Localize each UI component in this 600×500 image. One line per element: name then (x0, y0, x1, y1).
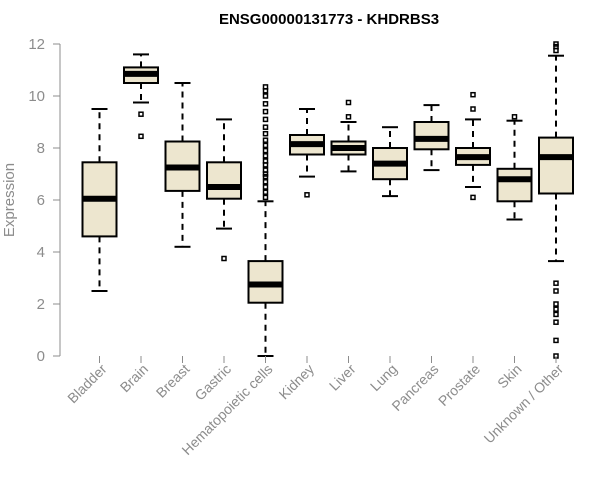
outlier-point (262, 147, 269, 154)
x-tick-label: Breast (153, 361, 193, 401)
outlier-point (511, 114, 518, 120)
boxes-group (81, 41, 574, 359)
x-tick-label: Liver (326, 361, 359, 394)
outlier-point (262, 167, 269, 173)
box-kidney (289, 108, 325, 198)
outlier-point (304, 192, 310, 198)
x-tick-label: Prostate (435, 361, 483, 409)
iqr-box (413, 121, 450, 151)
box-bladder (81, 108, 118, 292)
outlier-point (470, 194, 476, 201)
box-liver (330, 99, 367, 173)
iqr-box (206, 161, 242, 200)
outlier-point (553, 306, 559, 312)
outlier-point (262, 84, 269, 90)
outlier-point (553, 288, 559, 294)
outlier-point (470, 106, 476, 112)
outlier-point (262, 184, 269, 190)
y-tick-label: 12 (28, 36, 45, 53)
x-tick-label: Bladder (64, 361, 110, 407)
outlier-point (262, 153, 269, 159)
outlier-point (262, 194, 269, 201)
outlier-point (221, 255, 227, 262)
outlier-point (262, 108, 269, 115)
y-tick-label: 2 (37, 296, 45, 313)
y-tick-label: 10 (28, 88, 45, 105)
outlier-point (345, 114, 352, 120)
outlier-point (262, 189, 269, 195)
outlier-point (553, 337, 559, 344)
outlier-point (262, 142, 269, 149)
outlier-point (553, 41, 559, 47)
outlier-point (138, 133, 144, 140)
box-skin (496, 114, 533, 221)
box-hematopoietic-cells (247, 84, 284, 357)
box-unknown-other (538, 41, 574, 359)
box-gastric (206, 118, 242, 262)
outlier-point (262, 101, 269, 107)
iqr-box (496, 167, 533, 203)
outlier-point (470, 91, 476, 98)
outlier-point (138, 111, 144, 117)
outlier-point (553, 301, 559, 307)
outlier-point (262, 116, 269, 123)
outlier-point (262, 179, 269, 185)
x-tick-label: Kidney (276, 361, 318, 403)
x-tick-label: Skin (494, 361, 525, 392)
outlier-point (262, 93, 269, 99)
y-tick-label: 0 (37, 348, 45, 365)
y-axis-ticks: 0 2 4 6 8 10 12 (28, 36, 60, 365)
outlier-point (553, 319, 559, 325)
x-tick-label: Lung (367, 361, 400, 394)
outlier-point (345, 99, 352, 106)
box-lung (372, 126, 408, 198)
outlier-point (553, 280, 559, 286)
box-pancreas (413, 104, 450, 172)
outlier-point (262, 130, 269, 137)
y-tick-label: 6 (37, 192, 45, 209)
outlier-point (262, 124, 269, 130)
box-prostate (455, 91, 491, 201)
chart-title: ENSG00000131773 - KHDRBS3 (219, 11, 439, 28)
x-tick-label: Unknown / Other (481, 361, 567, 447)
outlier-point (262, 137, 269, 143)
outlier-point (553, 311, 559, 318)
x-tick-label: Brain (117, 361, 151, 395)
outlier-point (262, 158, 269, 164)
box-breast (164, 82, 201, 248)
y-tick-label: 4 (37, 244, 45, 261)
y-tick-label: 8 (37, 140, 45, 157)
y-axis-label: Expression (1, 163, 18, 237)
iqr-box (538, 136, 574, 195)
box-brain (123, 53, 159, 140)
